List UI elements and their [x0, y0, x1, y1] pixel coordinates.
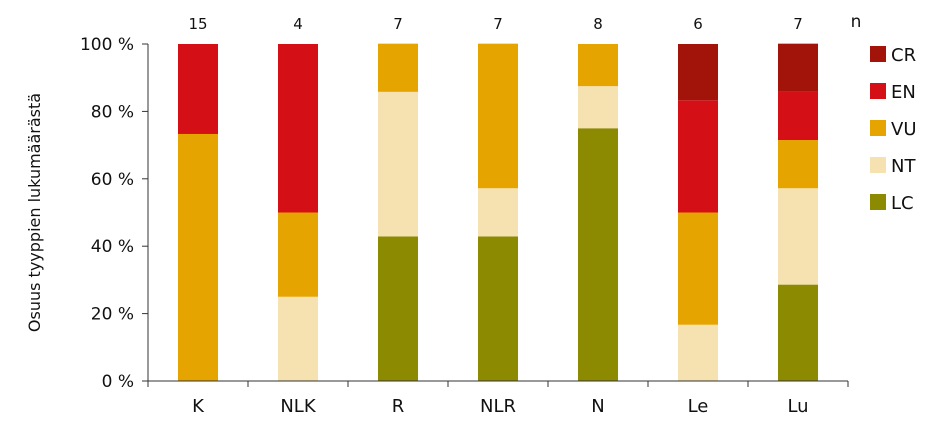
- legend-swatch-vu: [870, 120, 886, 136]
- bar-segment-lu-vu: [778, 140, 818, 189]
- bar-segment-n-vu: [578, 44, 618, 87]
- legend-swatch-cr: [870, 46, 886, 62]
- legend-label-nt: NT: [891, 156, 916, 177]
- x-tick-label-n: N: [591, 396, 604, 417]
- bar-segment-lu-cr: [778, 43, 818, 92]
- bar-segment-le-vu: [678, 212, 718, 325]
- bars-group: [178, 43, 818, 381]
- bar-segment-n-nt: [578, 86, 618, 129]
- legend-swatch-nt: [870, 157, 886, 173]
- bar-segment-lu-en: [778, 91, 818, 141]
- n-value-nlk: 4: [293, 15, 303, 33]
- legend-label-lc: LC: [891, 193, 914, 214]
- n-values-group: 15 4 7 7 8 6 7: [188, 15, 802, 33]
- bar-segment-nlk-vu: [278, 212, 318, 297]
- y-tick-label: 60 %: [91, 170, 134, 190]
- bar-segment-nlr-lc: [478, 236, 518, 381]
- bar-segment-nlr-nt: [478, 188, 518, 237]
- legend: CR EN VU NT LC: [870, 45, 917, 214]
- x-tick-label-nlk: NLK: [280, 396, 316, 417]
- n-value-lu: 7: [793, 15, 803, 33]
- bar-segment-n-lc: [578, 128, 618, 381]
- y-tick-label: 20 %: [91, 305, 134, 325]
- bar-segment-r-lc: [378, 236, 418, 381]
- n-label: n: [851, 12, 862, 32]
- x-ticks-group: K NLK R NLR N Le Lu: [147, 381, 849, 417]
- y-tick-label: 0 %: [102, 372, 134, 392]
- n-value-nlr: 7: [493, 15, 503, 33]
- x-tick-label-r: R: [392, 396, 405, 417]
- x-tick-label-le: Le: [688, 396, 709, 417]
- bar-segment-le-en: [678, 100, 718, 213]
- legend-swatch-lc: [870, 194, 886, 210]
- bar-segment-k-en: [178, 44, 218, 134]
- bar-segment-nlr-vu: [478, 43, 518, 189]
- bar-segment-nlk-nt: [278, 296, 318, 381]
- y-tick-label: 80 %: [91, 102, 134, 122]
- bar-segment-r-nt: [378, 91, 418, 237]
- n-value-r: 7: [393, 15, 403, 33]
- x-tick-label-k: K: [192, 396, 205, 417]
- n-value-k: 15: [188, 15, 207, 33]
- bar-segment-le-nt: [678, 324, 718, 381]
- n-value-n: 8: [593, 15, 603, 33]
- y-tick-label: 100 %: [80, 35, 134, 55]
- y-ticks-group: 0 % 20 % 40 % 60 % 80 % 100 %: [80, 35, 148, 392]
- x-tick-label-lu: Lu: [787, 396, 808, 417]
- legend-label-en: EN: [891, 82, 916, 103]
- x-tick-label-nlr: NLR: [480, 396, 516, 417]
- legend-label-vu: VU: [891, 119, 917, 140]
- bar-segment-le-cr: [678, 44, 718, 101]
- bar-segment-k-vu: [178, 133, 218, 381]
- bar-segment-lu-lc: [778, 284, 818, 381]
- y-tick-label: 40 %: [91, 237, 134, 257]
- legend-swatch-en: [870, 83, 886, 99]
- y-axis-label: Osuus tyyppien lukumäärästä: [25, 93, 44, 332]
- legend-label-cr: CR: [891, 45, 916, 66]
- bar-segment-nlk-en: [278, 44, 318, 213]
- bar-segment-r-vu: [378, 43, 418, 92]
- bar-segment-lu-nt: [778, 188, 818, 285]
- n-value-le: 6: [693, 15, 703, 33]
